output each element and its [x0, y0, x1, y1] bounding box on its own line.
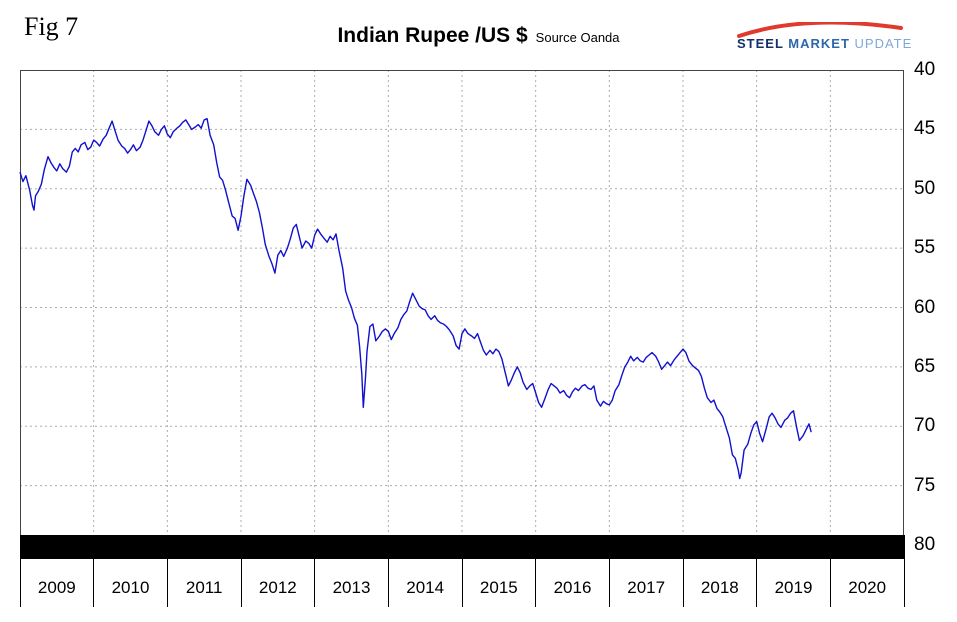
y-tick-label: 45 — [914, 118, 936, 140]
chart-canvas — [19, 70, 904, 545]
y-tick-label: 60 — [914, 296, 936, 318]
x-tick-separator — [166, 559, 168, 607]
x-tick-separator — [756, 559, 758, 607]
x-tick-label: 2011 — [185, 578, 223, 597]
x-tick-label: 2010 — [111, 578, 150, 597]
x-tick-separator — [314, 559, 316, 607]
x-tick-separator — [682, 559, 684, 607]
y-tick-label: 40 — [914, 59, 936, 80]
x-tick-label: 2013 — [332, 578, 371, 597]
x-tick-label: 2012 — [258, 578, 297, 597]
x-tick-separator — [903, 559, 905, 607]
x-tick-separator — [387, 559, 389, 607]
y-tick-label: 70 — [914, 415, 936, 437]
x-tick-separator — [535, 559, 537, 607]
x-tick-separator — [829, 559, 831, 607]
x-tick-separator — [240, 559, 242, 607]
steel-market-update-logo: STEEL MARKET UPDATE — [735, 22, 911, 56]
chart-header: Indian Rupee /US $ Source Oanda — [0, 24, 957, 48]
y-tick-label: 80 — [914, 534, 936, 555]
x-tick-separator — [93, 559, 95, 607]
x-tick-label: 2019 — [774, 578, 813, 597]
x-tick-separator — [19, 559, 21, 607]
x-tick-label: 2018 — [700, 578, 739, 597]
chart-title: Indian Rupee /US $ — [337, 24, 528, 47]
chart-source-label: Source Oanda — [535, 30, 620, 45]
y-tick-label: 55 — [914, 237, 936, 259]
x-tick-label: 2009 — [37, 578, 76, 597]
logo-word-steel: STEEL — [737, 36, 784, 51]
x-tick-label: 2014 — [406, 578, 445, 597]
x-tick-label: 2016 — [553, 578, 592, 597]
plot-area — [19, 70, 904, 545]
x-tick-label: 2020 — [848, 578, 887, 597]
logo-word-market: MARKET — [788, 36, 850, 51]
logo-word-update: UPDATE — [854, 36, 913, 51]
figure-number-label: Fig 7 — [24, 12, 79, 41]
bottom-black-bar — [20, 535, 905, 559]
logo-wordmark: STEEL MARKET UPDATE — [737, 36, 912, 51]
y-tick-label: 50 — [914, 177, 936, 199]
x-tick-label: 2015 — [479, 578, 518, 597]
logo-swoosh-icon — [737, 22, 903, 38]
x-tick-separator — [461, 559, 463, 607]
exchange-rate-line — [19, 118, 812, 480]
x-tick-separator — [608, 559, 610, 607]
y-tick-label: 75 — [914, 474, 936, 496]
y-tick-label: 65 — [914, 355, 936, 377]
x-tick-label: 2017 — [627, 578, 666, 597]
